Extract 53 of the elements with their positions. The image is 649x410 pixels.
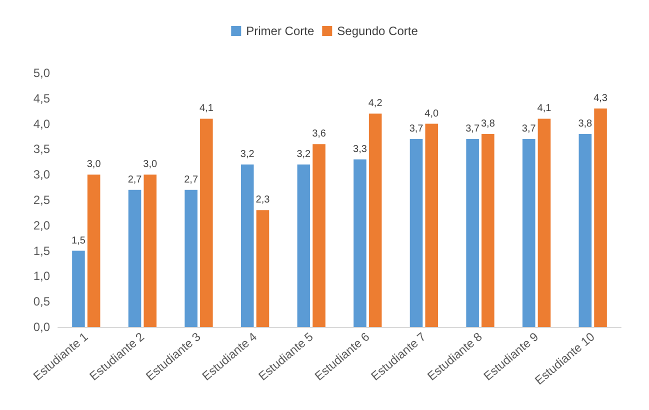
bar [87, 174, 100, 327]
y-tick-label: 3,5 [33, 142, 50, 156]
bar [482, 134, 494, 327]
data-label: 3,8 [480, 118, 496, 130]
y-tick-label: 2,0 [33, 218, 50, 232]
bar [184, 190, 198, 327]
data-label: 3,7 [409, 124, 424, 135]
data-label: 4,0 [424, 108, 440, 120]
data-label: 3,2 [296, 148, 312, 160]
data-label: 3,0 [86, 159, 102, 170]
bar [425, 124, 438, 327]
bar [354, 159, 366, 327]
data-label: 2,7 [184, 174, 198, 186]
data-label: 3,3 [353, 144, 368, 155]
bar [410, 139, 423, 327]
data-label: 3,2 [240, 148, 255, 160]
bar [368, 114, 382, 327]
y-tick-label: 3,0 [33, 168, 50, 182]
bar [297, 164, 310, 327]
data-label: 4,1 [199, 103, 214, 114]
bar [128, 190, 142, 327]
y-tick-label: 4,5 [33, 91, 50, 106]
bar [144, 174, 157, 327]
data-label: 3,7 [466, 124, 480, 135]
data-label: 4,3 [594, 93, 608, 104]
bar [466, 139, 479, 327]
bar [256, 210, 270, 327]
y-tick-label: 2,5 [33, 193, 50, 207]
data-label: 2,7 [128, 174, 142, 186]
y-tick-label: 1,0 [33, 269, 50, 284]
data-label: 4,2 [368, 98, 383, 110]
y-tick-label: 0,0 [33, 320, 50, 334]
bar [578, 134, 592, 327]
bar [240, 164, 254, 327]
bar [200, 118, 213, 327]
data-label: 3,7 [522, 124, 536, 135]
y-tick-label: 0,5 [33, 294, 50, 309]
data-label: 4,1 [537, 103, 552, 114]
data-label: 3,8 [578, 118, 593, 130]
legend-label: Primer Corte [246, 24, 314, 38]
y-tick-label: 1,5 [33, 244, 50, 258]
data-label: 3,6 [312, 128, 326, 140]
bar [522, 139, 536, 327]
bar [312, 144, 326, 327]
data-label: 2,3 [256, 194, 270, 206]
y-tick-label: 4,0 [33, 116, 50, 131]
data-label: 1,5 [72, 235, 86, 246]
bar [538, 118, 551, 327]
data-label: 3,0 [143, 159, 158, 170]
bar [72, 250, 85, 327]
legend-label: Segundo Corte [337, 24, 418, 38]
y-tick-label: 5,0 [33, 66, 50, 80]
bar [594, 108, 607, 327]
